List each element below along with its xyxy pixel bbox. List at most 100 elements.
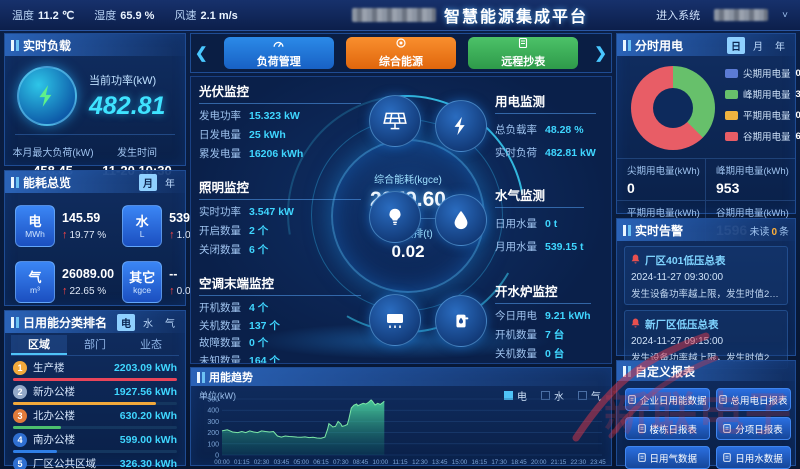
document-icon	[723, 453, 731, 462]
ranking-row[interactable]: 5 厂区公共区域 326.30 kWh	[13, 456, 177, 469]
daily-ranking-panel: 日用能分类排名 电 水 气 区域 部门 业态 1 生产楼 2203.09 kWh …	[4, 310, 186, 469]
svg-text:200: 200	[207, 430, 219, 437]
svg-text:07:30: 07:30	[333, 459, 349, 466]
ranking-row[interactable]: 3 北办公楼 630.20 kWh	[13, 408, 177, 429]
report-button-total-power[interactable]: 总用电日报表	[715, 388, 791, 411]
tab-region[interactable]: 区域	[11, 335, 67, 355]
ranking-row[interactable]: 1 生产楼 2203.09 kWh	[13, 360, 177, 381]
ranking-row[interactable]: 2 新办公楼 1927.56 kWh	[13, 384, 177, 405]
total-energy-label: 综合能耗(kgce)	[374, 174, 442, 186]
reports-panel: 自定义报表 企业日用能数据 总用电日报表 楼栋日报表 分项日报表 日用气数据 日…	[616, 360, 796, 469]
ac-monitor-group: 空调末端监控 开机数量 4 个 关机数量 137 个 故障数量 0 个 未知数量 164…	[199, 273, 425, 363]
toggle-gas[interactable]: 气	[165, 318, 175, 330]
alarms-panel: 实时告警 未读 0 条 厂区401低压总表 2024-11-27 09:30:00 …	[616, 218, 796, 369]
svg-text:300: 300	[207, 419, 219, 426]
up-arrow-icon: ↑	[62, 229, 68, 241]
boiler-monitor-group: 开水炉监控 今日用电 9.21 kWh 开机数量 7 台 关机数量 0 台	[435, 281, 609, 361]
document-icon	[718, 395, 727, 404]
up-arrow-icon: ↑	[169, 285, 175, 297]
toggle-month[interactable]: 月	[139, 173, 157, 191]
report-button-daily-energy[interactable]: 企业日用能数据	[625, 388, 710, 411]
chevron-down-icon[interactable]: ˅	[782, 9, 788, 21]
energy-item-gas: 气 m³ 26089.00 ↑ 22.65 %	[15, 261, 114, 303]
svg-text:06:15: 06:15	[313, 459, 329, 466]
document-icon	[637, 424, 646, 433]
svg-text:22:30: 22:30	[571, 459, 587, 466]
report-button-daily-gas[interactable]: 日用气数据	[625, 446, 710, 469]
trend-title: 用能趋势	[209, 372, 253, 384]
wind-stat: 风速 2.1 m/s	[174, 10, 238, 22]
realtime-load-panel: 实时负载 当前功率(kW) 482.81 本月最大负荷(kW) 458.45 发…	[4, 33, 186, 178]
svg-text:03:45: 03:45	[274, 459, 290, 466]
panel-accent-icon	[623, 224, 626, 236]
toggle-year[interactable]: 年	[165, 178, 175, 190]
report-button-daily-water[interactable]: 日用水数据	[715, 446, 791, 469]
chevron-left-icon[interactable]: ❮	[195, 45, 208, 62]
svg-text:08:45: 08:45	[353, 459, 369, 466]
svg-text:400: 400	[207, 408, 219, 415]
lightning-icon	[435, 99, 487, 152]
toggle-month[interactable]: 月	[753, 41, 763, 53]
report-button-building[interactable]: 楼栋日报表	[625, 417, 710, 440]
svg-text:21:15: 21:15	[551, 459, 567, 466]
monitor-scene: 综合能耗(kgce) 2979.60 减少碳排(t) 0.02 光伏监控 发电功…	[190, 76, 612, 364]
svg-text:01:15: 01:15	[234, 459, 250, 466]
ranking-row[interactable]: 4 南办公楼 599.00 kWh	[13, 432, 177, 453]
svg-text:00:00: 00:00	[214, 459, 230, 466]
svg-text:15:00: 15:00	[452, 459, 468, 466]
panel-accent-icon	[623, 39, 626, 51]
chevron-right-icon[interactable]: ❯	[594, 45, 607, 62]
legend-electricity[interactable]: 电	[504, 388, 527, 403]
remote-meter-button[interactable]: 远程抄表	[468, 37, 579, 69]
load-management-button[interactable]: 负荷管理	[223, 37, 334, 69]
weather-stats: 温度 11.2 ℃ 湿度 65.9 % 风速 2.1 m/s	[12, 7, 238, 23]
blurred-username[interactable]	[714, 9, 769, 21]
lightbulb-icon	[369, 191, 421, 243]
panel-accent-icon	[11, 39, 14, 51]
water-monitor-group: 水气监测 日用水量 0 t 月用水量 539.15 t	[435, 185, 609, 254]
legend-swatch	[725, 89, 738, 99]
blurred-logo	[352, 8, 436, 22]
carbon-reduction-value: 0.02	[391, 241, 425, 261]
document-icon	[628, 395, 636, 404]
energy-trend-panel: 用能趋势 单位(kW) 电 水 气 0 100 200 300 400 500 00:00 0…	[190, 367, 612, 466]
occur-time-label: 发生时间	[117, 148, 157, 159]
daily-ranking-title: 日用能分类排名	[23, 315, 108, 330]
legend-swatch	[725, 110, 738, 120]
boiler-icon	[435, 295, 487, 347]
lightning-icon	[17, 66, 77, 126]
toggle-day[interactable]: 日	[727, 36, 745, 54]
energy-icon	[395, 37, 407, 52]
toggle-water[interactable]: 水	[143, 318, 153, 330]
water-drop-icon	[435, 193, 487, 246]
alarm-bell-icon	[631, 315, 640, 333]
solar-panel-icon	[369, 95, 421, 147]
alarms-title: 实时告警	[635, 223, 684, 238]
tab-business[interactable]: 业态	[140, 339, 162, 351]
integrated-energy-button[interactable]: 综合能源	[345, 37, 457, 69]
svg-text:500: 500	[207, 397, 219, 404]
power-monitor-group: 用电监测 总负载率 48.28 % 实时负荷 482.81 kW	[435, 91, 609, 160]
svg-text:20:00: 20:00	[531, 459, 547, 466]
svg-text:02:30: 02:30	[254, 459, 270, 466]
enter-system-link[interactable]: 进入系统	[656, 10, 701, 22]
legend-water[interactable]: 水	[541, 388, 564, 403]
alarm-item[interactable]: 厂区401低压总表 2024-11-27 09:30:00 发生设备功率越上限，…	[624, 246, 788, 305]
toggle-electricity[interactable]: 电	[117, 313, 135, 331]
svg-text:0: 0	[215, 453, 219, 460]
toggle-year[interactable]: 年	[775, 41, 785, 53]
legend-swatch	[725, 131, 738, 141]
meter-icon	[517, 37, 529, 52]
current-power-label: 当前功率(kW)	[89, 74, 157, 87]
checkbox-icon	[504, 391, 513, 400]
svg-text:23:45: 23:45	[590, 459, 606, 466]
svg-text:12:30: 12:30	[412, 459, 428, 466]
air-conditioner-icon	[369, 294, 421, 347]
y-axis-unit-label: 单位(kW)	[199, 391, 236, 401]
tab-department[interactable]: 部门	[84, 339, 106, 351]
report-button-subitem[interactable]: 分项日报表	[715, 417, 791, 440]
